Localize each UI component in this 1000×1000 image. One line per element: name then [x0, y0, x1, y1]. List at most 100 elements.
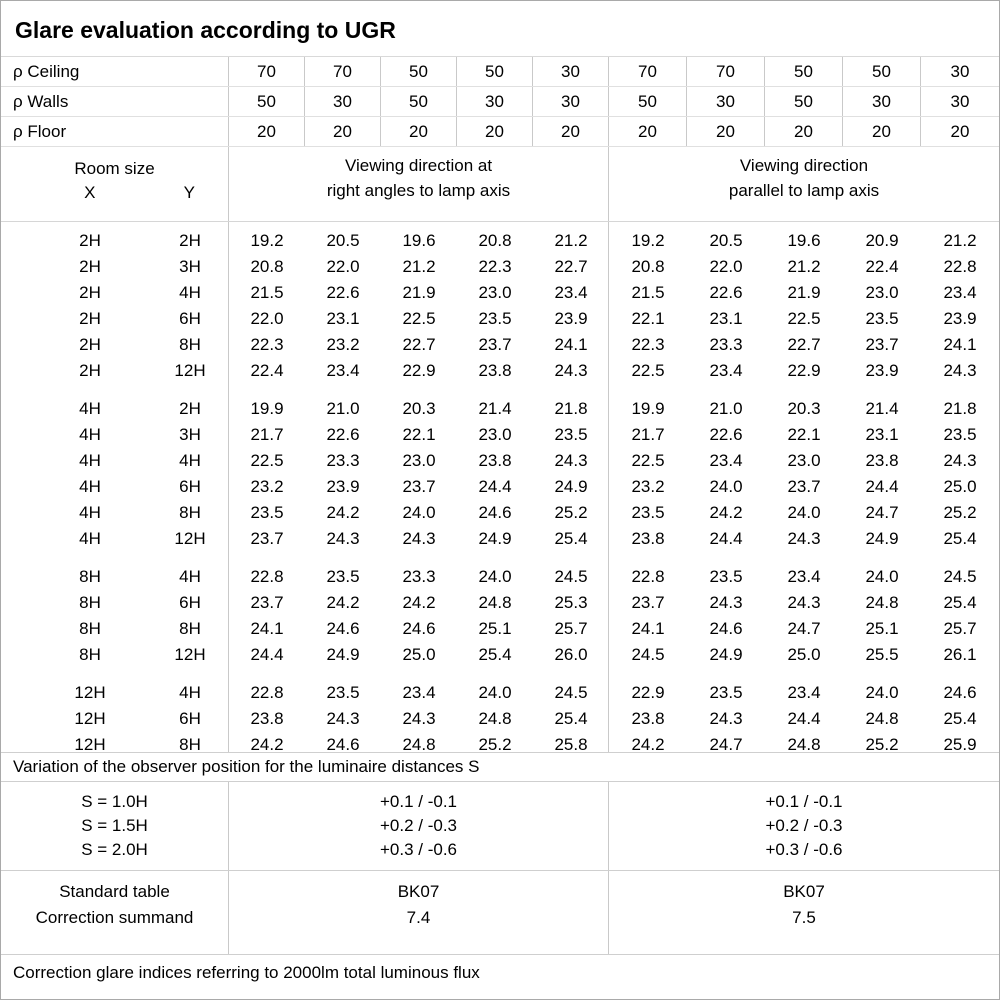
ugr-value: 20.8: [478, 231, 512, 250]
standard-table-label: Standard table: [59, 882, 170, 901]
ugr-value: 25.4: [943, 593, 977, 612]
room-size-cell: 2H 6H: [1, 306, 229, 332]
room-size-cell: 12H 4H: [1, 680, 229, 706]
parallel-values: 22.5 23.4 22.9 23.9 24.3: [609, 358, 999, 384]
ugr-row: 2H 12H 22.4 23.4 22.9 23.8 24.3 22.5 23.4 22.9 23.…: [1, 358, 999, 384]
parallel-values: 23.2 24.0 23.7 24.4 25.0: [609, 474, 999, 500]
reflectance-value: 20: [229, 117, 305, 146]
variation-labels: S = 1.0H S = 1.5H S = 2.0H: [1, 782, 229, 870]
ugr-value: 25.0: [787, 645, 821, 664]
parallel-values: 22.1 23.1 22.5 23.5 23.9: [609, 306, 999, 332]
ugr-value: 22.8: [250, 683, 284, 702]
variation-value: +0.2 / -0.3: [765, 816, 843, 835]
reflectance-value: 20: [457, 117, 533, 146]
reflectance-value: 50: [381, 87, 457, 116]
ugr-value: 25.9: [943, 735, 977, 753]
variation-note: Variation of the observer position for t…: [1, 753, 999, 782]
room-x: 4H: [79, 399, 101, 418]
ugr-value: 23.3: [709, 335, 743, 354]
room-x: 4H: [79, 529, 101, 548]
ugr-value: 23.4: [402, 683, 436, 702]
reflectance-row-label: ρ Ceiling: [1, 57, 229, 86]
ugr-value: 23.7: [402, 477, 436, 496]
ugr-value: 24.1: [250, 619, 284, 638]
ugr-row: 4H 6H 23.2 23.9 23.7 24.4 24.9 23.2 24.0 23.7 24.4…: [1, 474, 999, 500]
xy-column-labels: X Y: [1, 181, 228, 205]
vertical-divider: [608, 222, 609, 752]
ugr-row: 4H 2H 19.9 21.0 20.3 21.4 21.8 19.9 21.0 20.3 21.4…: [1, 396, 999, 422]
standard-table-section: Standard table Correction summand BK07 7…: [1, 871, 999, 955]
right-angles-values: 22.8 23.5 23.4 24.0 24.5: [229, 680, 609, 706]
room-size-cell: 12H 6H: [1, 706, 229, 732]
room-y: 12H: [174, 645, 206, 664]
ugr-value: 24.4: [478, 477, 512, 496]
ugr-value: 25.7: [554, 619, 588, 638]
group-gap: [1, 384, 999, 396]
room-x: 12H: [74, 683, 106, 702]
ugr-value: 24.0: [478, 567, 512, 586]
ugr-value: 24.2: [326, 593, 360, 612]
vertical-divider: [228, 222, 229, 752]
variation-value: +0.1 / -0.1: [765, 792, 843, 811]
room-size-cell: 2H 12H: [1, 358, 229, 384]
reflectance-row: ρ Ceiling 70 70 50 50 30 70 70 50 50 30: [1, 57, 999, 87]
room-size-cell: 4H 2H: [1, 396, 229, 422]
ugr-value: 24.1: [554, 335, 588, 354]
variation-value: +0.3 / -0.6: [379, 840, 458, 859]
ugr-value: 23.7: [250, 593, 284, 612]
ugr-value: 24.3: [943, 451, 977, 470]
ugr-value: 22.7: [554, 257, 588, 276]
right-angles-values: 23.5 24.2 24.0 24.6 25.2: [229, 500, 609, 526]
ugr-value: 25.2: [554, 503, 588, 522]
room-size-cell: 4H 4H: [1, 448, 229, 474]
ugr-row: 2H 2H 19.2 20.5 19.6 20.8 21.2 19.2 20.5 19.6 20.9…: [1, 228, 999, 254]
ugr-value: 24.3: [943, 361, 977, 380]
standard-parallel-values: BK07 7.5: [609, 871, 999, 954]
room-size-cell: 8H 4H: [1, 564, 229, 590]
ugr-row: 4H 8H 23.5 24.2 24.0 24.6 25.2 23.5 24.2 24.0 24.7…: [1, 500, 999, 526]
ugr-value: 24.4: [250, 645, 284, 664]
ugr-value: 20.3: [787, 399, 821, 418]
ugr-value: 24.0: [787, 503, 821, 522]
right-angles-values: 23.7 24.2 24.2 24.8 25.3: [229, 590, 609, 616]
ugr-value: 25.2: [865, 735, 899, 753]
ugr-value: 24.0: [478, 683, 512, 702]
ugr-value: 22.0: [326, 257, 360, 276]
ugr-value: 24.3: [787, 593, 821, 612]
ugr-value: 24.5: [631, 645, 665, 664]
room-y: 8H: [179, 335, 201, 354]
room-x: 4H: [79, 451, 101, 470]
right-angles-header-line2: right angles to lamp axis: [326, 181, 511, 200]
ugr-value: 25.4: [554, 529, 588, 548]
ugr-value: 22.5: [631, 451, 665, 470]
ugr-value: 24.1: [631, 619, 665, 638]
ugr-value: 24.4: [709, 529, 743, 548]
ugr-value: 20.5: [709, 231, 743, 250]
ugr-value: 23.5: [709, 567, 743, 586]
ugr-value: 23.9: [943, 309, 977, 328]
ugr-value: 21.4: [478, 399, 512, 418]
room-y: 6H: [179, 309, 201, 328]
parallel-values: 24.2 24.7 24.8 25.2 25.9: [609, 732, 999, 753]
ugr-value: 23.7: [631, 593, 665, 612]
ugr-value: 19.2: [631, 231, 665, 250]
ugr-value: 25.4: [943, 709, 977, 728]
variation-value: +0.1 / -0.1: [379, 792, 458, 811]
ugr-value: 23.9: [554, 309, 588, 328]
ugr-row: 2H 6H 22.0 23.1 22.5 23.5 23.9 22.1 23.1 22.5 23.5…: [1, 306, 999, 332]
ugr-value: 24.2: [326, 503, 360, 522]
ugr-value: 23.9: [865, 361, 899, 380]
room-x: 8H: [79, 619, 101, 638]
ugr-value: 21.2: [943, 231, 977, 250]
footer-note: Correction glare indices referring to 20…: [13, 963, 480, 982]
parallel-values: 24.5 24.9 25.0 25.5 26.1: [609, 642, 999, 668]
reflectance-value: 30: [950, 92, 970, 111]
ugr-value: 25.8: [554, 735, 588, 753]
ugr-value: 26.0: [554, 645, 588, 664]
reflectance-value: 20: [381, 117, 457, 146]
ugr-value: 23.4: [554, 283, 588, 302]
room-x: 4H: [79, 503, 101, 522]
ugr-value: 20.8: [250, 257, 284, 276]
right-angles-values: 19.9 21.0 20.3 21.4 21.8: [229, 396, 609, 422]
